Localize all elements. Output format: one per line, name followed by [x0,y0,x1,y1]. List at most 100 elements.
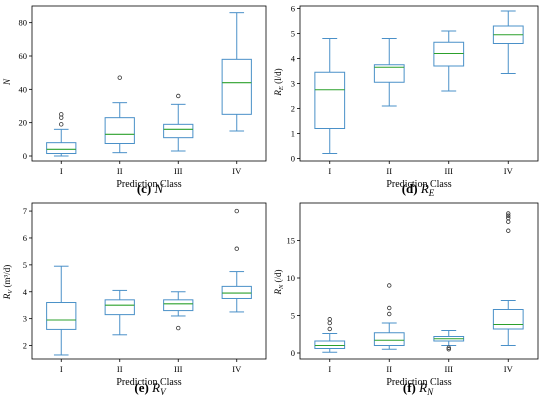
x-axis-label: Prediction Class [116,377,181,388]
outlier-point [506,211,511,216]
y-tick-label: 2 [291,104,295,114]
box-IV [492,211,524,346]
x-tick-label: II [117,364,123,374]
box-iqr [221,285,252,299]
outlier-point [506,215,511,221]
outlier-point [506,228,511,233]
box-iqr [373,332,405,346]
outlier-point [387,283,392,288]
x-tick-label: III [445,166,454,176]
box-iqr [492,309,524,330]
y-tick-label: 0 [291,348,295,358]
y-tick-label: 1 [291,129,295,139]
x-axis-label: Prediction Class [116,179,181,190]
x-axis-label: Prediction Class [386,377,451,388]
y-tick-label: 6 [23,233,27,243]
outlier-point [234,246,239,251]
y-axis-label: RN (/d) [273,269,285,295]
x-tick-label: II [386,364,392,374]
y-tick-label: 7 [23,206,27,216]
outlier-point [59,122,64,127]
x-tick-label: I [60,166,63,176]
box-II [373,283,405,350]
box-iqr [433,41,465,67]
y-tick-label: 80 [19,18,28,28]
outlier-point [176,93,181,99]
x-axis-label: Prediction Class [386,179,451,190]
box-II [104,289,135,336]
box-iqr [104,117,135,144]
y-tick-label: 5 [291,311,295,321]
outlier-point [176,325,181,331]
box-III [433,30,465,92]
x-tick-label: I [60,364,63,374]
x-tick-label: III [445,364,454,374]
panel-caption: (d) RE [402,181,435,198]
box-I [46,265,77,356]
outlier-point [387,305,392,311]
x-tick-label: IV [504,364,514,374]
box-III [433,330,465,352]
box-iqr [314,340,346,349]
box-iqr [163,123,194,139]
outlier-point [327,326,332,332]
x-tick-label: IV [232,364,242,374]
box-IV [221,12,252,132]
box-I [314,38,346,154]
x-tick-label: I [328,364,331,374]
box-IV [221,208,252,313]
y-tick-label: 10 [287,273,296,283]
panel-caption: (c) N [137,181,165,196]
y-tick-label: 2 [23,341,27,351]
plot-frame [31,202,267,360]
outlier-point [446,347,451,352]
x-tick-label: II [386,166,392,176]
box-III [163,93,194,152]
y-tick-label: 0 [23,151,27,161]
y-tick-label: 5 [291,29,295,39]
x-tick-label: II [117,166,123,176]
y-tick-label: 60 [19,51,28,61]
y-tick-label: 4 [291,54,296,64]
box-iqr [163,299,194,312]
box-II [104,75,135,154]
x-tick-label: III [174,364,183,374]
x-tick-label: IV [232,166,242,176]
x-tick-label: III [174,166,183,176]
panel-caption: (f) RN [403,380,434,397]
plot-frame [31,5,267,162]
outlier-point [327,317,332,322]
outlier-point [117,75,122,80]
panel-caption: (e) RV [134,380,167,397]
y-tick-label: 3 [23,314,27,324]
outlier-point [506,219,511,224]
y-tick-label: 3 [291,79,295,89]
y-axis-label: RE (l/d) [273,68,285,96]
y-axis-label: RV (m³/d) [2,265,14,300]
outlier-point [59,112,64,117]
y-tick-label: 4 [23,287,28,297]
outlier-point [506,213,511,218]
outlier-point [234,208,239,214]
outlier-point [327,320,332,326]
y-tick-label: 5 [23,260,27,270]
x-tick-label: IV [504,166,514,176]
plot-frame [299,202,539,360]
x-tick-label: I [328,166,331,176]
y-tick-label: 40 [19,84,28,94]
y-axis-label: N [2,78,12,86]
y-tick-label: 6 [291,4,295,14]
outlier-point [446,345,451,350]
box-iqr [314,71,346,129]
box-iqr [373,64,405,83]
y-tick-label: 15 [287,236,296,246]
box-I [46,112,77,157]
box-iqr [46,302,77,330]
box-I [314,317,346,353]
y-tick-label: 20 [19,118,28,128]
outlier-point [387,311,392,317]
